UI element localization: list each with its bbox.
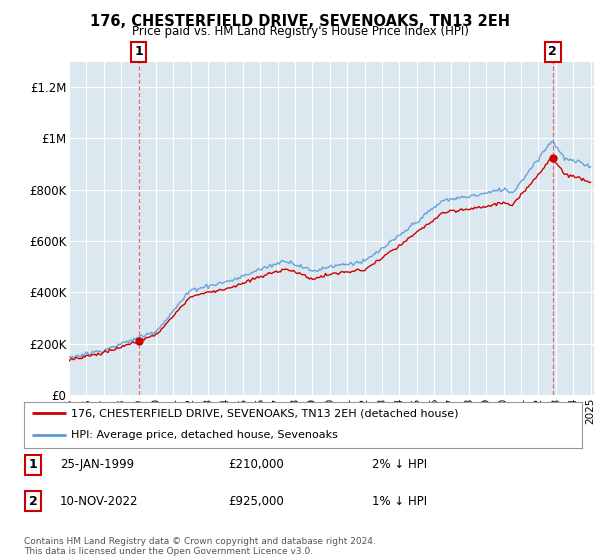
Text: £210,000: £210,000 xyxy=(228,458,284,472)
Text: Contains HM Land Registry data © Crown copyright and database right 2024.: Contains HM Land Registry data © Crown c… xyxy=(24,538,376,547)
Text: 176, CHESTERFIELD DRIVE, SEVENOAKS, TN13 2EH: 176, CHESTERFIELD DRIVE, SEVENOAKS, TN13… xyxy=(90,14,510,29)
Text: Price paid vs. HM Land Registry's House Price Index (HPI): Price paid vs. HM Land Registry's House … xyxy=(131,25,469,38)
Text: 25-JAN-1999: 25-JAN-1999 xyxy=(60,458,134,472)
Text: 2: 2 xyxy=(548,45,557,58)
Text: 10-NOV-2022: 10-NOV-2022 xyxy=(60,494,139,508)
Text: This data is licensed under the Open Government Licence v3.0.: This data is licensed under the Open Gov… xyxy=(24,548,313,557)
Text: 1% ↓ HPI: 1% ↓ HPI xyxy=(372,494,427,508)
Text: 176, CHESTERFIELD DRIVE, SEVENOAKS, TN13 2EH (detached house): 176, CHESTERFIELD DRIVE, SEVENOAKS, TN13… xyxy=(71,408,459,418)
Text: 2% ↓ HPI: 2% ↓ HPI xyxy=(372,458,427,472)
Text: £925,000: £925,000 xyxy=(228,494,284,508)
Text: 1: 1 xyxy=(134,45,143,58)
Text: 2: 2 xyxy=(29,494,37,508)
Text: HPI: Average price, detached house, Sevenoaks: HPI: Average price, detached house, Seve… xyxy=(71,430,338,440)
Text: 1: 1 xyxy=(29,458,37,472)
